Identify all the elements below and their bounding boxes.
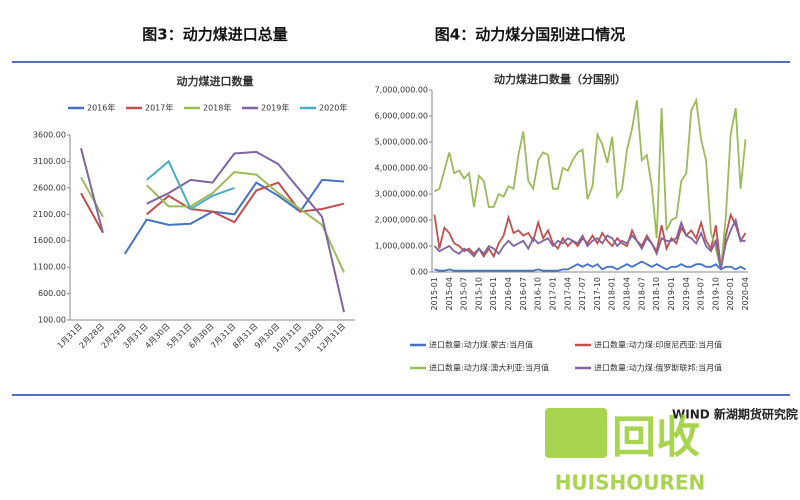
x-tick-label: 2018-01 [608,277,617,310]
series-line [434,97,747,270]
watermark-box [545,408,607,458]
legend-label: 2016年 [87,103,115,113]
x-tick-label: 2019-04 [682,277,691,310]
legend-label: 2017年 [145,103,173,113]
series-line [80,181,345,234]
x-tick-label: 2020-04 [741,277,750,310]
watermark-icon: 回收 [612,412,700,463]
x-tick-label: 2015-04 [445,277,454,310]
x-tick-label: 2019-10 [711,277,720,310]
y-tick-label: 100.00 [38,316,66,325]
x-tick-label: 2017-10 [593,277,602,310]
legend-label: 进口数量:动力煤:蒙古:当月值 [429,340,533,350]
x-tick-label: 2015-01 [430,277,439,310]
legend-label: 进口数量:动力煤:澳大利亚:当月值 [429,363,549,373]
series-line [80,170,345,273]
x-tick-label: 2017-07 [578,277,587,310]
y-tick-label: 2,000,000.00 [375,216,428,225]
series-line [146,159,235,211]
legend-label: 2020年 [319,103,347,113]
legend-label: 2018年 [203,103,231,113]
y-tick-label: 3,000,000.00 [375,190,428,199]
y-tick-label: 3600.00 [33,131,66,140]
y-tick-label: 0.00 [410,268,428,277]
y-tick-label: 1100.00 [33,263,66,272]
x-tick-label: 2015-10 [474,277,483,310]
source: WIND 新湖期货研究院 [672,407,798,422]
y-tick-label: 600.00 [38,289,66,298]
y-tick-label: 4,000,000.00 [375,164,428,173]
series-line [433,212,747,267]
series-line [123,178,345,255]
x-tick-label: 2017-01 [548,277,557,310]
x-tick-label: 2015-07 [460,277,469,310]
x-tick-label: 2016-04 [504,277,513,310]
watermark: 回收 HUISHOUREN [545,408,705,495]
y-tick-label: 2600.00 [33,183,66,192]
chart-title: 动力煤进口数量（分国别） [494,72,626,86]
x-tick-label: 2018-07 [637,277,646,310]
legend-label: 2019年 [261,103,289,113]
legend-label: 进口数量:动力煤:俄罗斯联邦:当月值 [594,363,722,373]
x-tick-label: 2016-07 [519,277,528,310]
x-tick-label: 2018-10 [652,277,661,310]
y-tick-label: 2100.00 [33,210,66,219]
y-tick-label: 7,000,000.00 [375,86,428,95]
figure-title: 图4：动力煤分国别进口情况 [435,26,625,44]
x-tick-label: 2017-04 [563,277,572,310]
watermark-brand: HUISHOUREN [555,471,706,495]
x-tick-label: 2016-10 [534,277,543,310]
series-line [80,147,345,313]
legend-label: 进口数量:动力煤:印度尼西亚:当月值 [594,340,722,350]
y-tick-label: 5,000,000.00 [375,138,428,147]
y-tick-label: 1,000,000.00 [375,242,428,251]
series-line [433,217,746,270]
x-tick-label: 2016-01 [489,277,498,310]
x-tick-label: 2019-01 [667,277,676,310]
y-tick-label: 1600.00 [33,236,66,245]
chart-title: 动力煤进口数量 [177,74,254,88]
y-tick-label: 6,000,000.00 [375,112,428,121]
x-tick-label: 2019-07 [697,277,706,310]
x-tick-label: 2020-01 [726,277,735,310]
x-tick-label: 2018-04 [623,277,632,310]
y-tick-label: 3100.00 [33,157,66,166]
figure-title: 图3：动力煤进口总量 [142,26,287,44]
series-line [434,260,746,272]
